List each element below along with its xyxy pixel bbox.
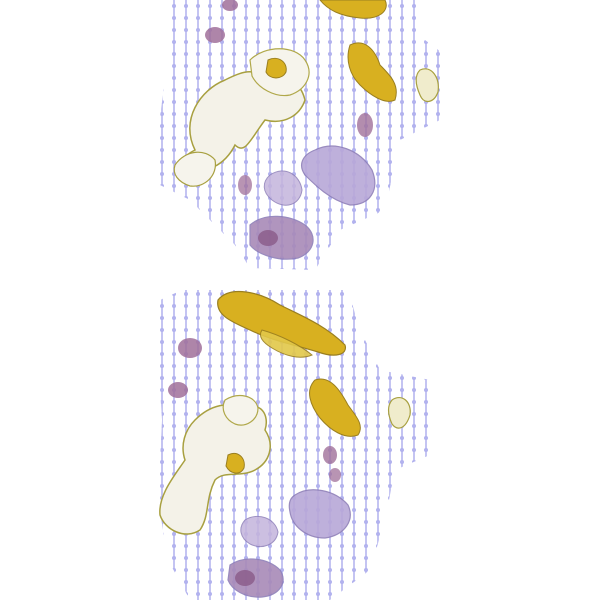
upper-small-pink xyxy=(238,175,252,195)
lower-yellow-patch-small xyxy=(225,453,245,474)
lower-yellow-streak xyxy=(217,291,346,356)
lower-pink-patch-2 xyxy=(168,382,188,398)
upper-pink-cluster-bottom xyxy=(249,215,314,260)
lower-dark-spot xyxy=(235,570,255,586)
lower-olive-patch-edge xyxy=(388,396,411,429)
lower-yellow-streak-tail xyxy=(259,329,313,358)
lower-pink-patch-3 xyxy=(323,446,337,464)
lower-tissue-section xyxy=(158,290,430,600)
lower-yellow-patch-right xyxy=(309,378,361,437)
upper-pink-patch-3 xyxy=(357,113,373,137)
lower-lavender-cluster-2 xyxy=(240,516,279,547)
upper-lavender-cluster xyxy=(301,145,376,206)
upper-yellow-patch-right xyxy=(347,42,397,102)
upper-olive-patch-edge xyxy=(415,68,439,102)
upper-yellow-patch-top xyxy=(319,0,387,19)
upper-lavender-cluster-2 xyxy=(263,170,303,206)
lower-pink-patch-1 xyxy=(178,338,202,358)
upper-pink-patch-1 xyxy=(205,27,225,43)
lower-pale-lobe-2 xyxy=(222,394,259,426)
lower-lavender-cluster xyxy=(288,489,351,539)
upper-tissue-section xyxy=(158,0,445,270)
upper-dark-spot xyxy=(258,230,278,246)
lower-pink-cluster-bottom xyxy=(227,558,284,598)
upper-pale-lobe-3 xyxy=(173,151,217,187)
lower-pink-patch-4 xyxy=(329,468,341,482)
upper-pink-patch-2 xyxy=(222,0,238,11)
upper-yellow-patch-small xyxy=(265,57,287,79)
